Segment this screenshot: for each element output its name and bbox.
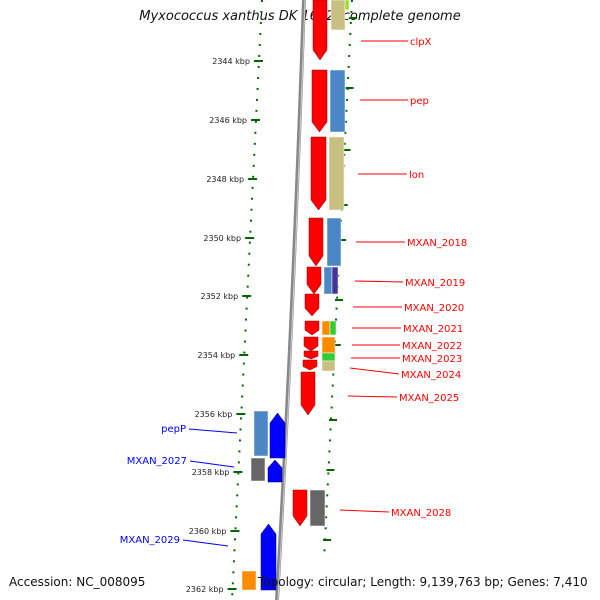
cog-block-3 bbox=[328, 136, 345, 211]
cog-block-0 bbox=[330, 0, 346, 31]
forward-gene-arrow-11 bbox=[292, 489, 308, 527]
forward-gene-arrow-2 bbox=[310, 136, 327, 211]
gene-labels: clpX pep lon MXAN_2018 MXAN_2019 MXAN_2020 MXA… bbox=[120, 37, 467, 547]
forward-leader-4 bbox=[354, 280, 404, 283]
forward-gene-label-11: MXAN_2028 bbox=[391, 508, 451, 519]
forward-gene-label-3: MXAN_2018 bbox=[407, 238, 467, 249]
cog-block-7 bbox=[321, 320, 331, 336]
forward-leader-10 bbox=[347, 395, 398, 398]
gene-arrows bbox=[260, 0, 328, 591]
forward-gene-label-7: MXAN_2022 bbox=[402, 341, 462, 352]
topology-text: Topology: circular; Length: 9,139,763 bp… bbox=[258, 575, 588, 589]
ruler-label-2: 2348 kbp bbox=[206, 175, 244, 184]
cog-block-1 bbox=[344, 0, 350, 11]
forward-gene-arrow-1 bbox=[311, 69, 328, 133]
cog-block-9 bbox=[321, 336, 336, 354]
ruler-label-5: 2354 kbp bbox=[198, 351, 236, 360]
reverse-gene-arrow-1 bbox=[267, 459, 283, 483]
ruler-label-7: 2358 kbp bbox=[192, 468, 230, 477]
forward-gene-label-8: MXAN_2023 bbox=[402, 354, 462, 365]
forward-gene-arrow-9 bbox=[302, 359, 318, 371]
forward-gene-label-2: lon bbox=[409, 170, 424, 181]
forward-gene-arrow-0 bbox=[312, 0, 328, 61]
forward-gene-label-6: MXAN_2021 bbox=[403, 324, 463, 335]
track-guide-0 bbox=[231, 0, 263, 600]
ruler-label-6: 2356 kbp bbox=[195, 410, 233, 419]
reverse-leader-2 bbox=[182, 539, 229, 547]
genome-backbone bbox=[275, 0, 306, 600]
forward-gene-label-0: clpX bbox=[410, 37, 432, 48]
cog-block-15 bbox=[241, 570, 257, 591]
map-title: Myxococcus xanthus DK 1622, complete gen… bbox=[139, 9, 461, 24]
forward-gene-arrow-8 bbox=[303, 350, 319, 360]
forward-gene-label-4: MXAN_2019 bbox=[405, 278, 465, 289]
cog-block-8 bbox=[329, 320, 337, 336]
ruler-label-8: 2360 kbp bbox=[189, 527, 227, 536]
backbone-line bbox=[275, 0, 306, 600]
cog-block-5 bbox=[323, 266, 333, 295]
forward-gene-label-9: MXAN_2024 bbox=[401, 370, 461, 381]
cog-category-blocks bbox=[241, 0, 350, 591]
cog-block-4 bbox=[326, 217, 342, 267]
forward-gene-arrow-10 bbox=[300, 371, 316, 416]
cog-block-6 bbox=[331, 266, 339, 295]
reverse-gene-arrow-0 bbox=[269, 412, 286, 459]
reverse-leader-0 bbox=[188, 428, 238, 434]
cog-block-12 bbox=[253, 410, 269, 457]
ruler-label-4: 2352 kbp bbox=[200, 292, 238, 301]
cog-block-14 bbox=[309, 489, 326, 527]
forward-leader-11 bbox=[339, 509, 390, 513]
forward-gene-arrow-4 bbox=[306, 266, 322, 295]
forward-gene-label-10: MXAN_2025 bbox=[399, 393, 459, 404]
cog-block-10 bbox=[321, 352, 336, 362]
ruler-label-0: 2344 kbp bbox=[212, 57, 250, 66]
reverse-leader-1 bbox=[189, 460, 235, 468]
cog-block-11 bbox=[321, 360, 336, 372]
forward-gene-arrow-7 bbox=[303, 336, 319, 352]
reverse-gene-label-1: MXAN_2027 bbox=[127, 456, 187, 467]
forward-gene-arrow-3 bbox=[308, 217, 324, 267]
reverse-gene-label-2: MXAN_2029 bbox=[120, 535, 180, 546]
forward-gene-label-5: MXAN_2020 bbox=[404, 303, 464, 314]
reverse-gene-label-0: pepP bbox=[161, 424, 186, 435]
cog-block-2 bbox=[329, 69, 346, 133]
forward-leader-9 bbox=[349, 367, 400, 375]
forward-gene-arrow-6 bbox=[304, 320, 320, 336]
ruler-label-9: 2362 kbp bbox=[186, 585, 224, 594]
cog-block-13 bbox=[250, 457, 266, 482]
ruler-label-1: 2346 kbp bbox=[209, 116, 247, 125]
kbp-ruler: 2344 kbp 2346 kbp 2348 kbp 2350 kbp 2352 kbp… bbox=[186, 57, 263, 594]
reverse-gene-arrow-2 bbox=[260, 523, 277, 591]
forward-gene-label-1: pep bbox=[410, 96, 429, 107]
accession-text: Accession: NC_008095 bbox=[9, 575, 146, 589]
backbone-highlight bbox=[277, 0, 306, 600]
ruler-label-3: 2350 kbp bbox=[203, 234, 241, 243]
forward-gene-arrow-5 bbox=[304, 293, 320, 317]
